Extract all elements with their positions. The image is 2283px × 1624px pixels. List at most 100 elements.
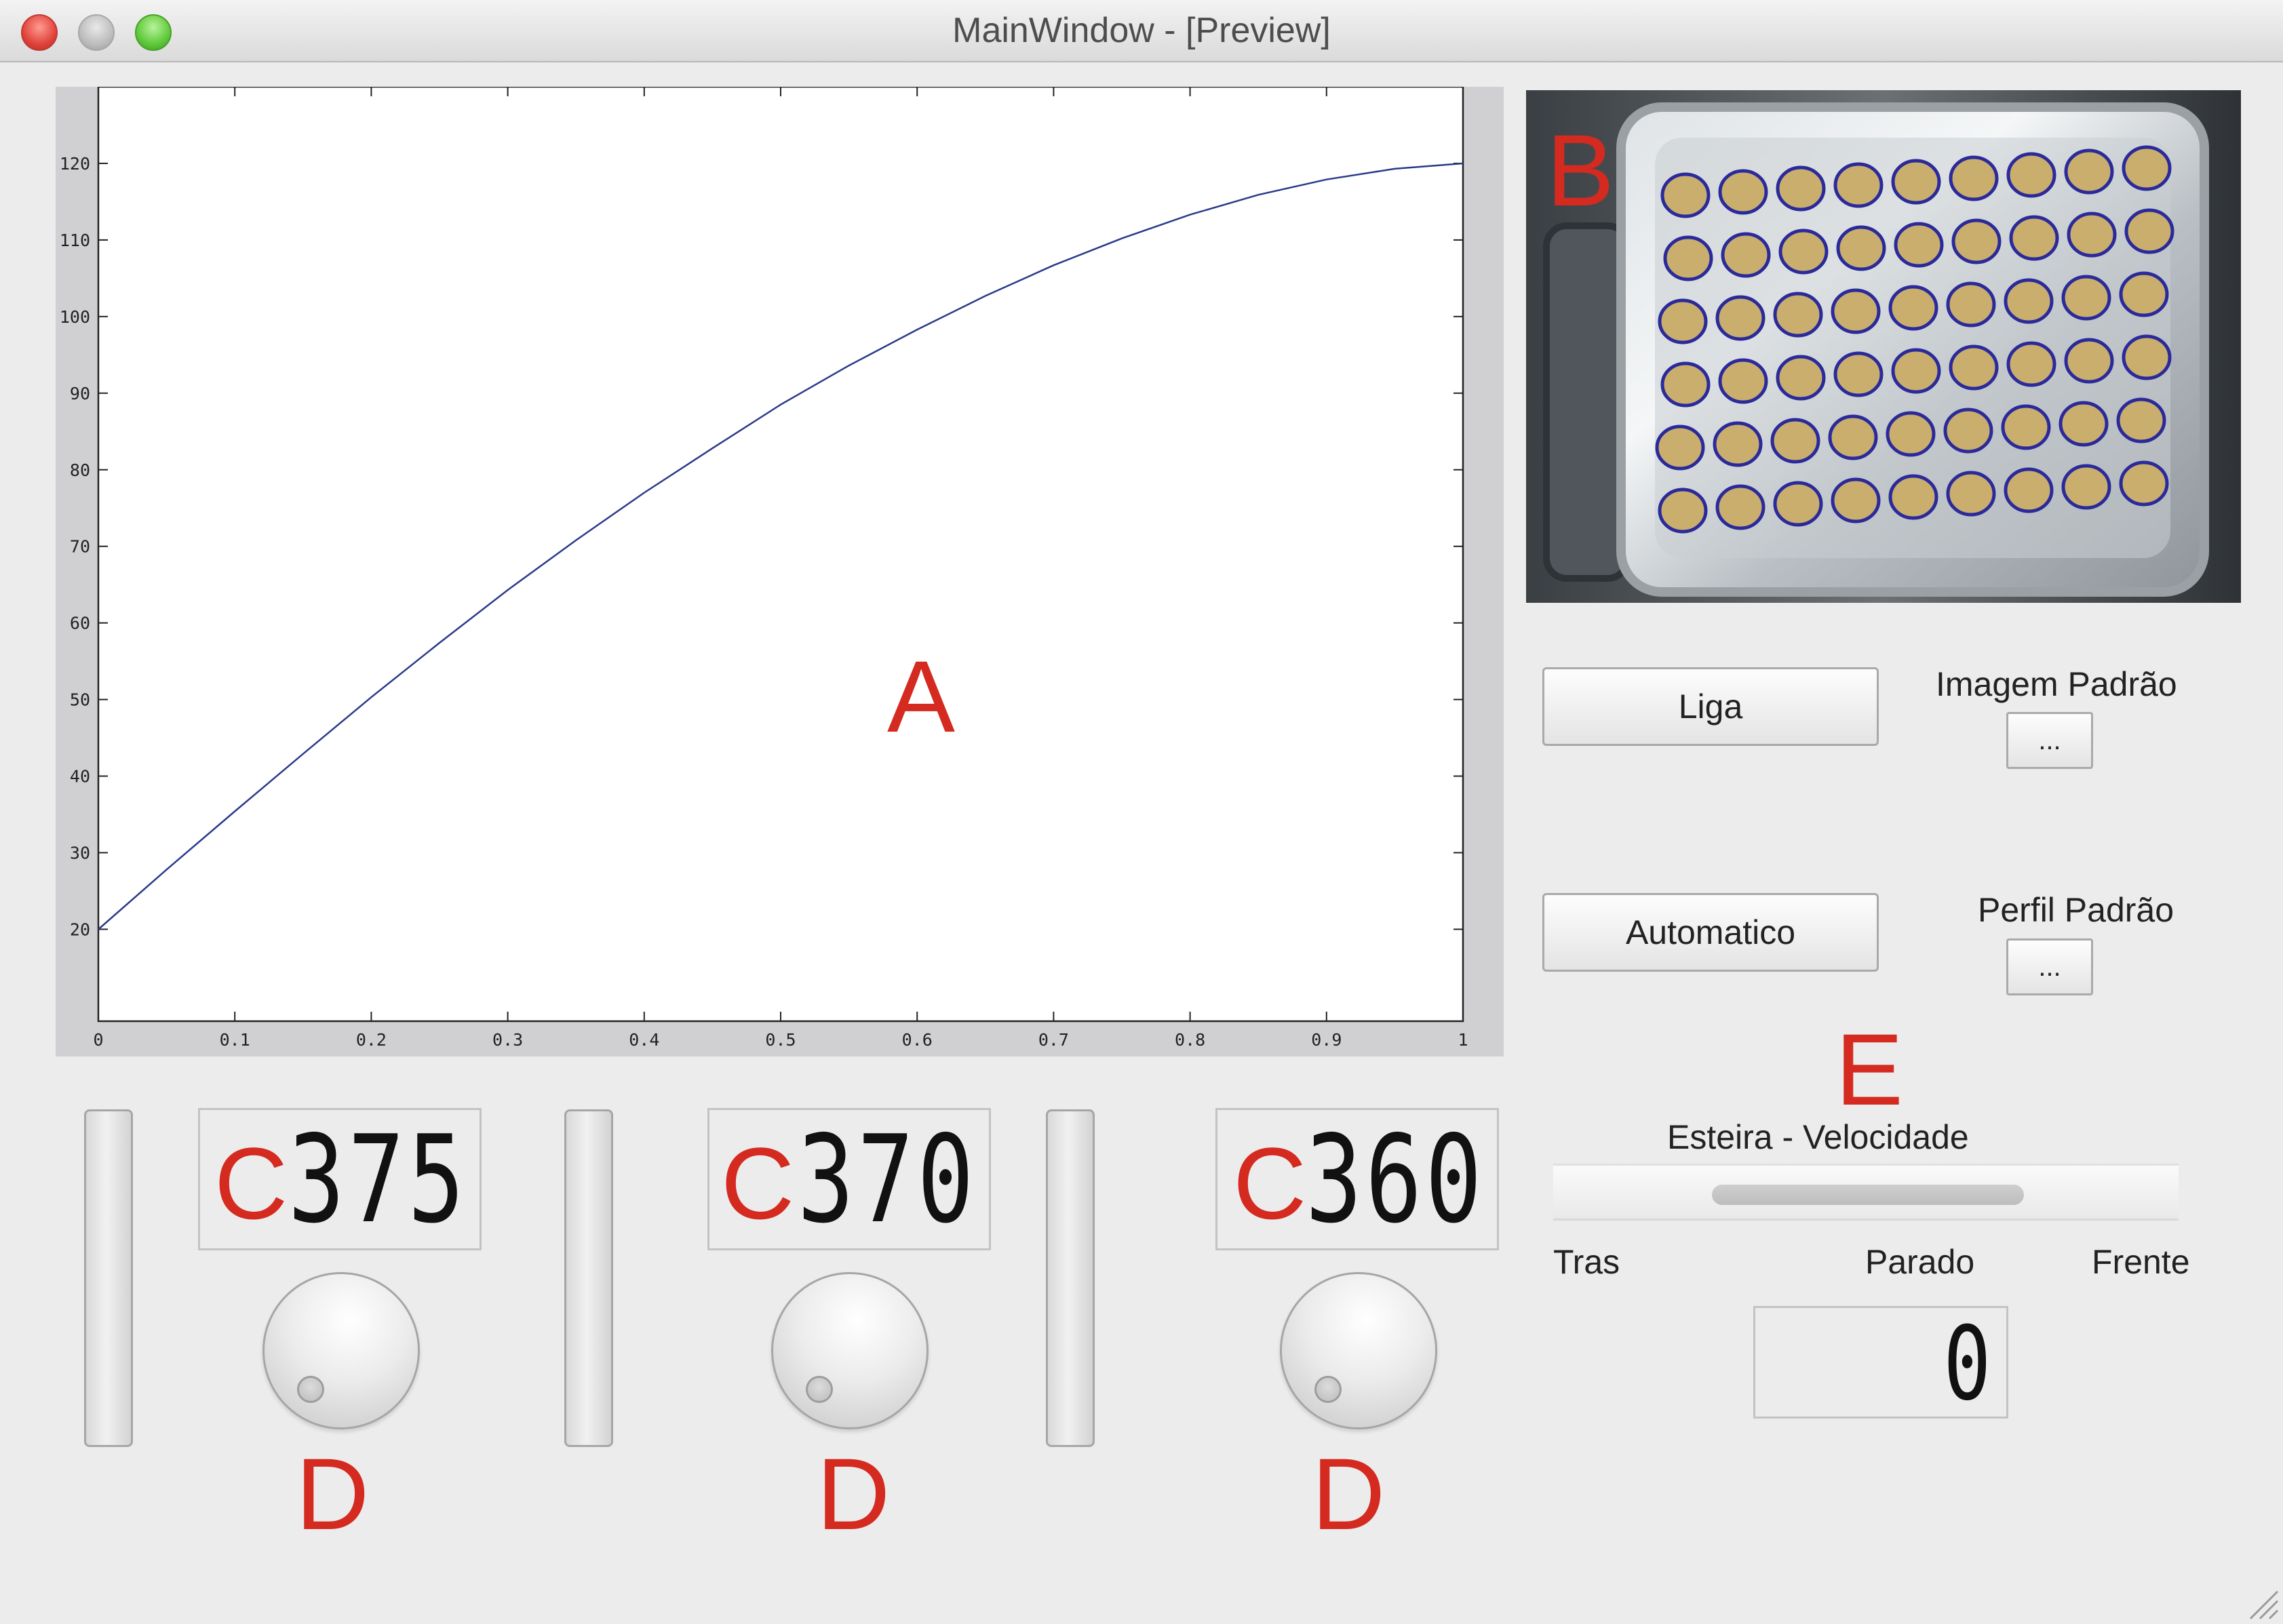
- detected-cookie: [1831, 477, 1881, 523]
- window-title: MainWindow - [Preview]: [952, 11, 1331, 50]
- x-tick-label: 1: [1458, 1030, 1468, 1050]
- detected-cookie: [1773, 481, 1823, 527]
- detected-cookie: [1778, 229, 1829, 275]
- detected-cookie: [2064, 148, 2114, 195]
- dial-knob-indicator: [806, 1376, 833, 1403]
- default-profile-browse-button[interactable]: ...: [2006, 938, 2093, 995]
- y-tick-label: 20: [70, 919, 90, 939]
- detected-cookie: [2004, 467, 2054, 513]
- heater-3-value: 360: [1305, 1109, 1485, 1250]
- heater-2-display: 370: [707, 1108, 991, 1250]
- detected-cookie: [2001, 404, 2051, 450]
- detected-cookie: [1718, 358, 1768, 404]
- title-bar: MainWindow - [Preview]: [0, 0, 2283, 62]
- detected-cookie: [1891, 159, 1941, 205]
- y-tick-label: 60: [70, 614, 90, 633]
- default-image-label: Imagem Padrão: [1936, 665, 2177, 703]
- heater-3-slider[interactable]: [1046, 1109, 1095, 1447]
- detected-cookie: [2009, 215, 2059, 261]
- dial-knob-indicator: [1314, 1376, 1342, 1403]
- y-tick-label: 70: [70, 537, 90, 557]
- detected-cookie: [2119, 460, 2169, 507]
- detected-cookie: [1888, 474, 1938, 520]
- y-tick-label: 110: [60, 231, 90, 250]
- annotation-label-d1: D: [296, 1437, 370, 1551]
- line-chart: 0 0.1 0.2 0.3 0.4 0.5 0.6 0.7 0.8 0.9 120304050607…: [60, 87, 1468, 1050]
- camera-preview: [1526, 90, 2241, 603]
- heater-3-display: 360: [1215, 1108, 1499, 1250]
- detected-cookie: [1718, 169, 1768, 215]
- annotation-label-a: A: [887, 639, 956, 753]
- zoom-icon[interactable]: [135, 14, 172, 51]
- detected-cookie: [1715, 295, 1765, 341]
- y-tick-label: 90: [70, 384, 90, 403]
- detected-cookie: [1773, 292, 1823, 338]
- detected-cookie: [2061, 464, 2111, 510]
- detected-cookie: [2058, 401, 2109, 447]
- conveyor-speed-slider[interactable]: [1553, 1164, 2179, 1221]
- detected-cookie: [2004, 278, 2054, 324]
- detected-cookie: [1943, 408, 1993, 454]
- detected-cookie: [1776, 165, 1826, 212]
- x-tick-label: 0.9: [1311, 1030, 1342, 1050]
- detected-cookie: [1721, 232, 1771, 278]
- x-tick-label: 0: [93, 1030, 103, 1050]
- power-button[interactable]: Liga: [1542, 667, 1879, 746]
- auto-button[interactable]: Automatico: [1542, 893, 1879, 972]
- plot-panel: 0 0.1 0.2 0.3 0.4 0.5 0.6 0.7 0.8 0.9 1 20 30 40 50 60 7…: [56, 87, 1504, 1056]
- detected-cookie: [1886, 411, 1936, 457]
- detected-cookie: [2067, 212, 2117, 258]
- detected-cookie: [1660, 361, 1711, 408]
- close-icon[interactable]: [21, 14, 58, 51]
- conveyor-back-label: Tras: [1553, 1243, 1620, 1281]
- detected-cookie: [1658, 488, 1708, 534]
- detected-cookie: [2124, 208, 2174, 254]
- detected-cookie: [2006, 341, 2056, 387]
- detected-cookie: [1949, 155, 1999, 201]
- x-tick-label: 0.5: [765, 1030, 796, 1050]
- detected-cookie: [1831, 288, 1881, 334]
- detected-cookie: [1833, 351, 1884, 397]
- detected-cookie: [1891, 348, 1941, 394]
- detected-cookie: [1655, 424, 1705, 471]
- heater-1-dial[interactable]: [262, 1272, 420, 1429]
- y-tick-label: 50: [70, 690, 90, 710]
- minimize-icon[interactable]: [78, 14, 115, 51]
- detected-cookie: [1946, 281, 1996, 328]
- annotation-label-e: E: [1835, 1012, 1904, 1126]
- conveyor-speed-display: 0: [1753, 1306, 2008, 1419]
- default-profile-label: Perfil Padrão: [1978, 891, 2174, 929]
- conveyor-speed-title: Esteira - Velocidade: [1667, 1118, 1969, 1156]
- conveyor-stop-label: Parado: [1865, 1243, 1975, 1281]
- detected-cookie: [1888, 285, 1938, 331]
- slider-groove[interactable]: [1712, 1185, 2024, 1205]
- detected-cookie: [2122, 145, 2172, 191]
- heater-1-display: 375: [198, 1108, 482, 1250]
- detected-cookie: [1894, 222, 1944, 268]
- annotation-label-c2: C: [721, 1126, 795, 1240]
- detected-cookie: [2122, 334, 2172, 380]
- annotation-label-b: B: [1546, 113, 1615, 227]
- detected-cookie: [2006, 152, 2056, 198]
- detected-cookie: [2116, 397, 2166, 443]
- default-image-browse-button[interactable]: ...: [2006, 712, 2093, 769]
- x-tick-label: 0.3: [492, 1030, 523, 1050]
- detected-cookie: [1715, 484, 1765, 530]
- heater-1-slider[interactable]: [84, 1109, 133, 1447]
- x-tick-label: 0.6: [902, 1030, 933, 1050]
- y-tick-label: 80: [70, 460, 90, 480]
- detected-cookie: [2061, 275, 2111, 321]
- heater-3-dial[interactable]: [1280, 1272, 1437, 1429]
- x-tick-label: 0.7: [1038, 1030, 1069, 1050]
- resize-grip-icon[interactable]: [2245, 1586, 2279, 1620]
- heater-2-dial[interactable]: [771, 1272, 929, 1429]
- detected-cookie: [1713, 421, 1763, 467]
- detected-cookie: [1660, 172, 1711, 218]
- heater-2-slider[interactable]: [564, 1109, 613, 1447]
- y-tick-label: 40: [70, 767, 90, 787]
- annotation-label-c3: C: [1233, 1126, 1307, 1240]
- camera-image: [1526, 90, 2241, 603]
- x-tick-label: 0.8: [1175, 1030, 1205, 1050]
- y-tick-label: 30: [70, 844, 90, 863]
